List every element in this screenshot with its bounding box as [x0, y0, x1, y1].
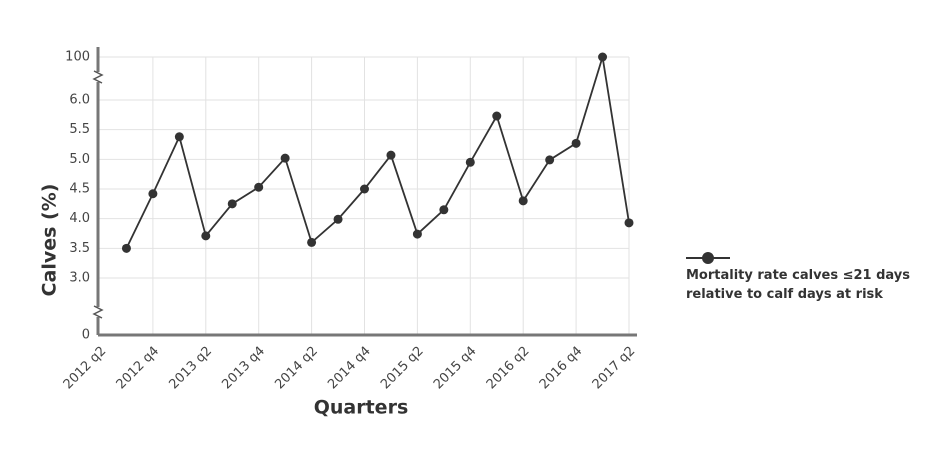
x-tick-label: 2013 q2 [166, 344, 215, 393]
point [492, 111, 502, 121]
x-tick-label: 2014 q2 [272, 344, 321, 393]
y-tick-label: 3.5 [69, 241, 90, 256]
y-tick-label: 5.5 [69, 122, 90, 137]
x-tick-label: 2014 q4 [325, 344, 374, 393]
y-axis-title: Calves (%) [39, 184, 61, 297]
axis-break [92, 70, 104, 84]
point [227, 199, 237, 209]
legend-marker [702, 252, 714, 264]
x-axis-title: Quarters [314, 397, 409, 419]
point [598, 52, 608, 62]
x-tick-label: 2017 q2 [590, 344, 639, 393]
point [307, 237, 317, 247]
point [439, 205, 449, 215]
point [360, 184, 369, 194]
point [121, 243, 131, 253]
y-tick-label: 4.5 [69, 182, 90, 197]
axis-break [92, 305, 104, 319]
point [571, 138, 581, 148]
x-tick-label: 2016 q4 [537, 344, 586, 393]
point [254, 182, 264, 192]
y-tick-label: 3.0 [69, 271, 90, 286]
x-tick-label: 2016 q2 [484, 344, 533, 393]
point [412, 229, 422, 239]
point [148, 189, 158, 199]
x-tick-label: 2012 q2 [61, 344, 110, 393]
point [624, 218, 634, 228]
point [465, 157, 475, 167]
point [280, 153, 290, 163]
point [174, 132, 184, 142]
point [545, 155, 555, 165]
y-tick-label: 0 [82, 328, 90, 343]
point [386, 150, 396, 160]
x-tick-label: 2015 q4 [431, 344, 480, 393]
legend-label: Mortality rate calves ≤21 days relative … [686, 268, 911, 302]
x-tick-label: 2013 q4 [219, 344, 268, 393]
y-tick-label: 4.0 [69, 211, 90, 226]
point [333, 214, 343, 224]
x-tick-label: 2015 q2 [378, 344, 427, 393]
point [201, 231, 211, 241]
y-tick-label: 5.0 [69, 152, 90, 167]
point [518, 196, 528, 206]
x-tick-label: 2012 q4 [114, 344, 163, 393]
line [125, 56, 630, 249]
y-tick-label: 6.0 [69, 93, 90, 108]
y-tick-label: 100 [65, 50, 90, 65]
